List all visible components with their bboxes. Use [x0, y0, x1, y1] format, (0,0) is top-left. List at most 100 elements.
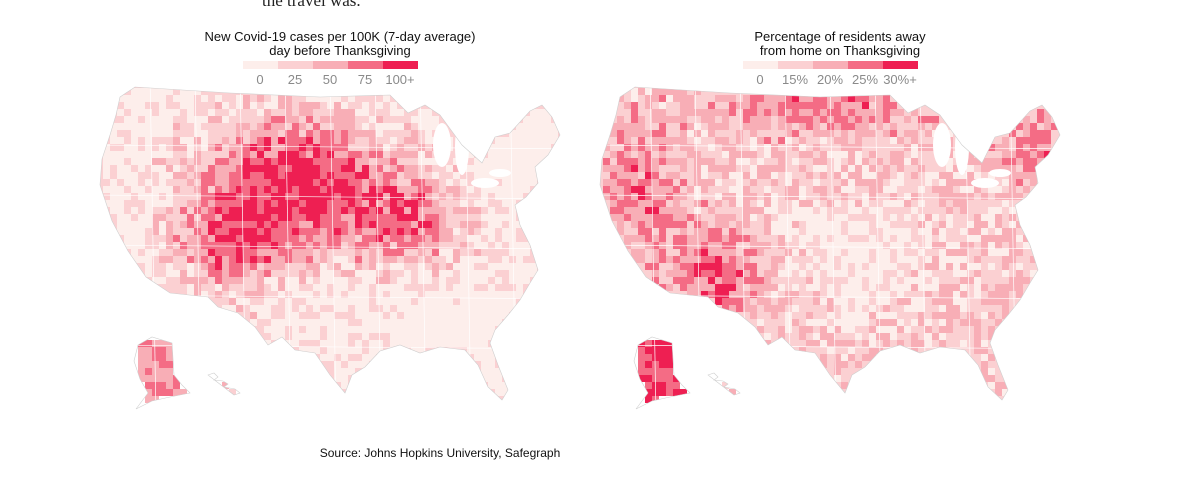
county-cell [320, 165, 327, 172]
county-cell [771, 214, 778, 221]
county-cell [425, 242, 432, 249]
county-cell [946, 284, 953, 291]
county-cell [152, 116, 159, 123]
county-cell [215, 130, 222, 137]
county-cell [750, 130, 757, 137]
county-cell [362, 172, 369, 179]
county-cell [680, 151, 687, 158]
county-cell [425, 214, 432, 221]
county-cell [334, 207, 341, 214]
county-cell [946, 270, 953, 277]
county-cell [708, 179, 715, 186]
county-cell [334, 179, 341, 186]
county-cell [995, 144, 1002, 151]
county-cell [862, 137, 869, 144]
county-cell [939, 242, 946, 249]
county-cell [946, 256, 953, 263]
county-cell [453, 228, 460, 235]
county-cell [180, 193, 187, 200]
county-cell [173, 172, 180, 179]
county-cell [904, 326, 911, 333]
county-cell [502, 249, 509, 256]
county-cell [432, 123, 439, 130]
county-cell [841, 200, 848, 207]
county-cell [974, 242, 981, 249]
county-cell [673, 214, 680, 221]
county-cell [208, 263, 215, 270]
county-cell [425, 186, 432, 193]
county-cell [495, 193, 502, 200]
county-cell [960, 319, 967, 326]
county-cell [652, 347, 659, 354]
county-cell [904, 298, 911, 305]
county-cell [124, 109, 131, 116]
county-cell [974, 221, 981, 228]
county-cell [708, 95, 715, 102]
county-cell [638, 137, 645, 144]
county-cell [925, 319, 932, 326]
county-cell [652, 158, 659, 165]
county-cell [834, 214, 841, 221]
county-cell [250, 172, 257, 179]
county-cell [862, 354, 869, 361]
county-cell [397, 242, 404, 249]
county-cell [257, 228, 264, 235]
county-cell [855, 333, 862, 340]
county-cell [1037, 151, 1044, 158]
county-cell [467, 221, 474, 228]
county-cell [488, 158, 495, 165]
county-cell [1002, 256, 1009, 263]
county-cell [467, 172, 474, 179]
county-cell [995, 375, 1002, 382]
county-cell [855, 109, 862, 116]
county-cell [467, 193, 474, 200]
county-cell [813, 263, 820, 270]
county-cell [481, 361, 488, 368]
county-cell [229, 165, 236, 172]
county-cell [806, 340, 813, 347]
county-cell [383, 263, 390, 270]
county-cell [145, 256, 152, 263]
county-cell [1002, 235, 1009, 242]
county-cell [418, 249, 425, 256]
county-cell [883, 186, 890, 193]
county-cell [722, 221, 729, 228]
county-cell [925, 242, 932, 249]
legend-swatch-0 [243, 61, 278, 69]
county-cell [383, 319, 390, 326]
county-cell [152, 144, 159, 151]
county-cell [236, 235, 243, 242]
county-cell [876, 179, 883, 186]
county-cell [939, 186, 946, 193]
county-cell [750, 102, 757, 109]
county-cell [834, 270, 841, 277]
county-cell [341, 347, 348, 354]
county-cell [967, 319, 974, 326]
county-cell [369, 256, 376, 263]
county-cell [229, 193, 236, 200]
county-cell [257, 186, 264, 193]
county-cell [117, 179, 124, 186]
county-cell [376, 291, 383, 298]
county-cell [145, 179, 152, 186]
county-cell [222, 214, 229, 221]
county-cell [855, 277, 862, 284]
county-cell [474, 221, 481, 228]
county-cell [194, 193, 201, 200]
county-cell [194, 88, 201, 95]
county-cell [376, 109, 383, 116]
county-cell [974, 333, 981, 340]
county-cell [355, 319, 362, 326]
county-cell [631, 256, 638, 263]
county-cell [904, 172, 911, 179]
county-cell [932, 158, 939, 165]
county-cell [610, 186, 617, 193]
county-cell [439, 165, 446, 172]
county-cell [939, 270, 946, 277]
county-cell [341, 256, 348, 263]
county-cell [981, 354, 988, 361]
county-cell [624, 207, 631, 214]
county-cell [145, 200, 152, 207]
county-cell [967, 312, 974, 319]
county-cell [397, 165, 404, 172]
